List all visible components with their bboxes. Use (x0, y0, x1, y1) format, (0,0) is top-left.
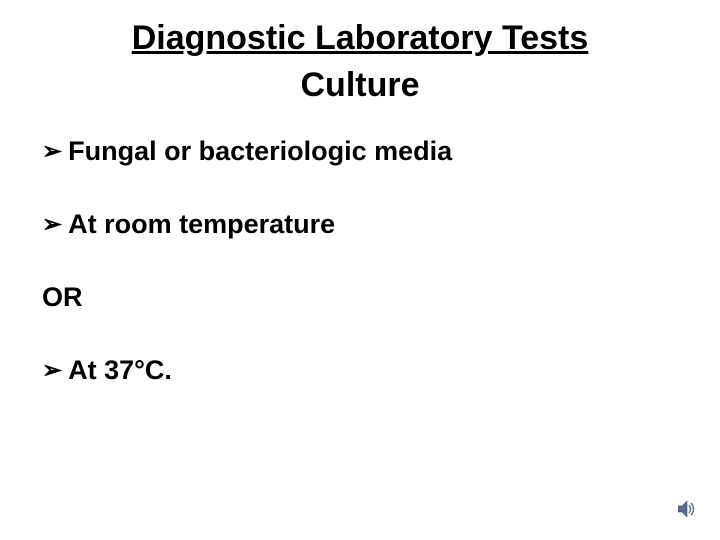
list-item: OR (42, 280, 680, 315)
list-item: Fungal or bacteriologic media (42, 134, 680, 169)
list-item: At 37°C. (42, 353, 680, 388)
slide-title: Diagnostic Laboratory Tests (40, 18, 680, 59)
slide-subtitle: Culture (40, 65, 680, 106)
sound-icon[interactable] (678, 500, 698, 518)
list-item: At room temperature (42, 207, 680, 242)
slide-body: Fungal or bacteriologic media At room te… (40, 134, 680, 388)
slide: Diagnostic Laboratory Tests Culture Fung… (0, 0, 720, 540)
